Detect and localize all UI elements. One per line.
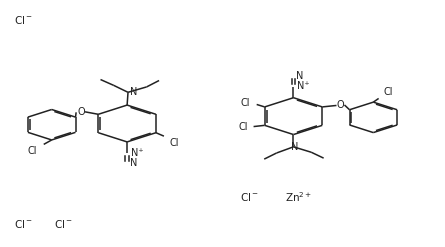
Text: Cl: Cl xyxy=(169,138,179,148)
Text: Cl$^-$: Cl$^-$ xyxy=(240,191,259,203)
Text: Zn$^{2+}$: Zn$^{2+}$ xyxy=(285,190,312,204)
Text: N: N xyxy=(130,86,138,97)
Text: Cl: Cl xyxy=(241,99,251,108)
Text: N⁺: N⁺ xyxy=(131,148,144,159)
Text: N: N xyxy=(296,71,303,81)
Text: N⁺: N⁺ xyxy=(297,81,310,91)
Text: Cl$^-$: Cl$^-$ xyxy=(54,218,73,230)
Text: Cl: Cl xyxy=(239,122,248,132)
Text: N: N xyxy=(291,142,299,152)
Text: Cl$^-$: Cl$^-$ xyxy=(14,218,33,230)
Text: O: O xyxy=(337,100,344,110)
Text: N: N xyxy=(130,158,137,168)
Text: Cl: Cl xyxy=(384,87,393,97)
Text: O: O xyxy=(77,107,85,117)
Text: Cl$^-$: Cl$^-$ xyxy=(14,14,33,26)
Text: Cl: Cl xyxy=(28,146,37,156)
